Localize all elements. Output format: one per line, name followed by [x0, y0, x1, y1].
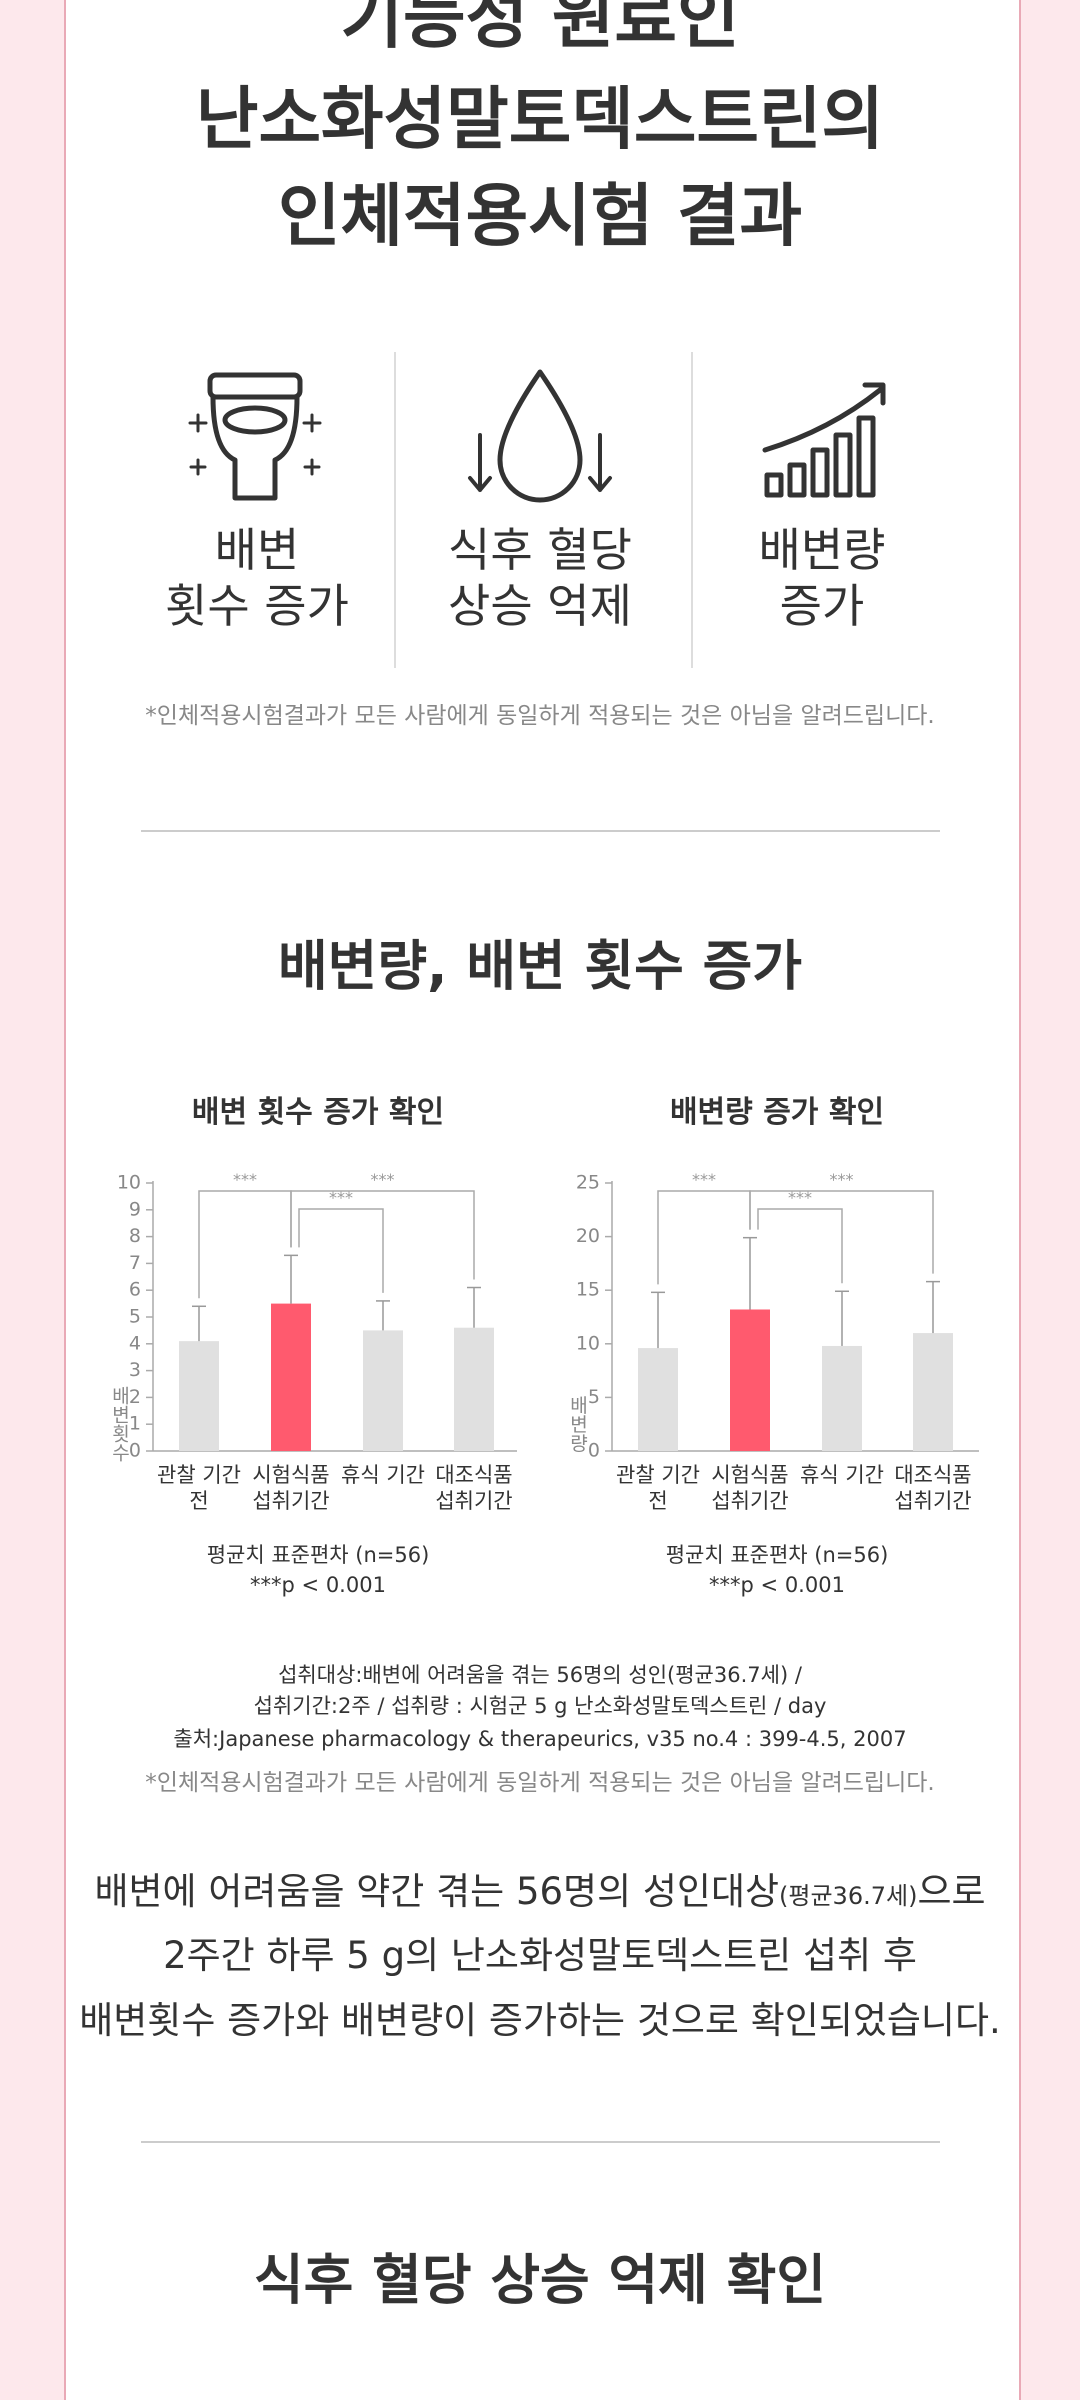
- section-title: 식후 혈당 상승 억제 확인: [254, 2248, 826, 2312]
- bar: [179, 1341, 219, 1451]
- y-axis-label: 배변량: [566, 1395, 589, 1453]
- summary-aside: (평균36.7세): [779, 1882, 918, 1910]
- feature-label: 배변량: [758, 523, 886, 577]
- title-line: 난소화성말토덱스트린의: [195, 80, 885, 160]
- bar: [913, 1333, 953, 1451]
- y-tick-label: 0: [129, 1440, 141, 1462]
- x-tick-label: 관찰 기간 전: [616, 1463, 700, 1513]
- feature-label: 상승 억제: [448, 579, 632, 633]
- summary-line: 2주간 하루 5 g의 난소화성말토덱스트린 섭취 후: [163, 1934, 917, 1977]
- summary-text: 배변에 어려움을 약간 겪는 56명의 성인대상: [94, 1870, 780, 1913]
- summary-line: 배변횟수 증가와 배변량이 증가하는 것으로 확인되었습니다.: [79, 1999, 1001, 2042]
- section-title: 배변량, 배변 횟수 증가: [277, 934, 803, 998]
- content-panel: [64, 0, 1021, 2400]
- bar: [638, 1348, 678, 1451]
- bar: [271, 1303, 311, 1451]
- significance-bracket: [298, 1208, 384, 1293]
- chart-note: 평균치 표준편차 (n=56): [206, 1543, 430, 1567]
- study-note: 출처:Japanese pharmacology & therapeurics,…: [173, 1727, 907, 1751]
- y-tick-label: 2: [129, 1386, 141, 1408]
- y-tick-label: 25: [576, 1172, 600, 1194]
- study-note: 섭취기간:2주 / 섭취량 : 시험군 5 g 난소화성말토덱스트린 / day: [253, 1694, 827, 1718]
- x-tick-label: 대조식품 섭취기간: [894, 1463, 972, 1513]
- feature-label: 식후 혈당: [448, 523, 632, 577]
- disclaimer: *인체적용시험결과가 모든 사람에게 동일하게 적용되는 것은 아님을 알려드립…: [145, 703, 935, 729]
- significance-bracket: [749, 1190, 934, 1274]
- feature-label: 횟수 증가: [165, 579, 349, 633]
- bar: [730, 1309, 770, 1451]
- x-tick-label: 시험식품 섭취기간: [252, 1463, 330, 1513]
- study-note: 섭취대상:배변에 어려움을 겪는 56명의 성인(평균36.7세) /: [278, 1663, 802, 1687]
- significance-label: ***: [788, 1188, 812, 1207]
- x-tick-label: 휴식 기간: [341, 1463, 425, 1487]
- feature-label: 증가: [779, 579, 865, 633]
- y-tick-label: 9: [129, 1198, 141, 1220]
- chart-title: 배변 횟수 증가 확인: [191, 1095, 445, 1130]
- x-tick-label: 시험식품 섭취기간: [711, 1463, 789, 1513]
- bar: [454, 1327, 494, 1451]
- title-line: 기능성 원료인: [340, 0, 740, 59]
- bar: [363, 1330, 403, 1451]
- x-tick-label: 관찰 기간 전: [157, 1463, 241, 1513]
- y-tick-label: 5: [588, 1386, 600, 1408]
- chart-title: 배변량 증가 확인: [669, 1095, 885, 1130]
- icons: [188, 369, 886, 503]
- chart-note: 평균치 표준편차 (n=56): [665, 1543, 889, 1567]
- summary-line: 배변에 어려움을 약간 겪는 56명의 성인대상(평균36.7세)으로: [94, 1861, 985, 1915]
- y-tick-label: 8: [129, 1225, 141, 1247]
- significance-label: ***: [830, 1170, 854, 1189]
- y-tick-label: 20: [576, 1225, 600, 1247]
- significance-label: ***: [233, 1170, 257, 1189]
- significance-label: ***: [371, 1170, 395, 1189]
- summary-text: 으로: [917, 1870, 986, 1913]
- y-tick-label: 1: [129, 1413, 141, 1435]
- dividers: [141, 352, 940, 2143]
- y-tick-label: 10: [117, 1172, 141, 1194]
- y-tick-label: 3: [129, 1359, 141, 1381]
- bar: [822, 1345, 862, 1451]
- significance-label: ***: [329, 1188, 353, 1207]
- y-tick-label: 7: [129, 1252, 141, 1274]
- y-tick-label: 0: [588, 1440, 600, 1462]
- y-tick-label: 5: [129, 1306, 141, 1328]
- y-tick-label: 15: [576, 1279, 600, 1301]
- y-tick-label: 6: [129, 1279, 141, 1301]
- x-tick-label: 대조식품 섭취기간: [435, 1463, 513, 1513]
- y-tick-label: 4: [129, 1332, 141, 1354]
- significance-bracket: [657, 1190, 751, 1285]
- x-tick-label: 휴식 기간: [800, 1463, 884, 1487]
- significance-bracket: [290, 1190, 475, 1280]
- chart-note: ***p < 0.001: [709, 1573, 845, 1597]
- significance-bracket: [757, 1208, 843, 1284]
- significance-label: ***: [692, 1170, 716, 1189]
- chart-note: ***p < 0.001: [250, 1573, 386, 1597]
- disclaimer: *인체적용시험결과가 모든 사람에게 동일하게 적용되는 것은 아님을 알려드립…: [145, 1770, 935, 1796]
- significance-bracket: [198, 1190, 292, 1299]
- feature-label: 배변: [214, 523, 300, 577]
- title-line: 인체적용시험 결과: [277, 177, 803, 257]
- y-axis-label: 배변횟수: [108, 1386, 131, 1462]
- y-tick-label: 10: [576, 1332, 600, 1354]
